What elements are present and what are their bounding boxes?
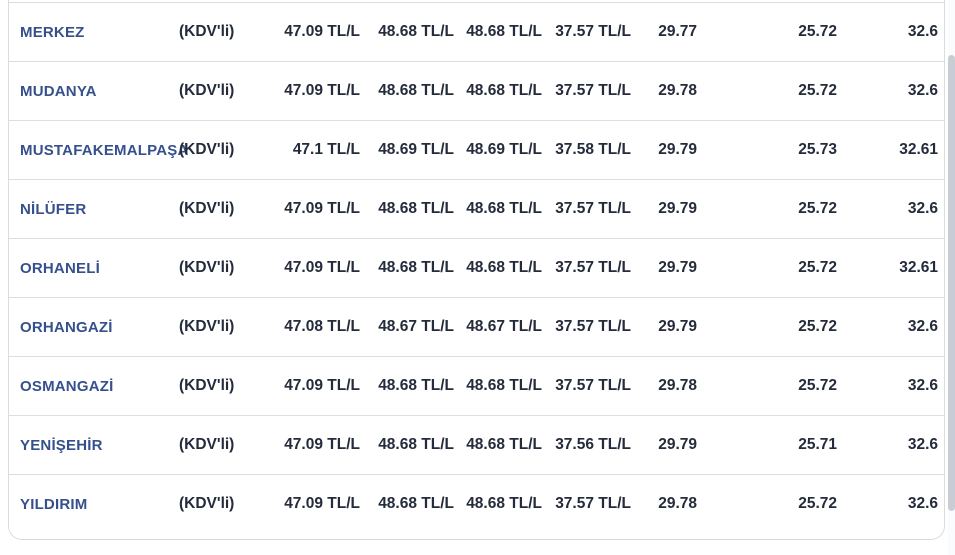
price-value: 48.68 TL/L — [378, 495, 454, 512]
price-value: 25.72 — [798, 200, 837, 217]
price-value: 32.6 — [907, 377, 938, 394]
district-link[interactable]: OSMANGAZİ — [20, 377, 114, 395]
price-value: 48.68 TL/L — [378, 82, 454, 99]
table-row: YENİŞEHİR (KDV'li) 47.09 TL/L 48.68 TL/L… — [9, 415, 944, 474]
price-table-body: MERKEZ (KDV'li) 47.09 TL/L 48.68 TL/L 48… — [9, 2, 944, 533]
vat-label: (KDV'li) — [179, 82, 235, 99]
price-value: 48.69 TL/L — [466, 141, 542, 158]
vat-label: (KDV'li) — [179, 495, 235, 512]
vat-label: (KDV'li) — [179, 23, 235, 40]
price-value: 48.68 TL/L — [466, 377, 542, 394]
price-value: 25.72 — [798, 259, 837, 276]
vat-label: (KDV'li) — [179, 141, 235, 158]
vertical-scrollbar-thumb[interactable] — [948, 55, 955, 511]
price-value: 32.6 — [907, 436, 938, 453]
price-value: 25.72 — [798, 495, 837, 512]
table-row: MUSTAFAKEMALPAŞA (KDV'li) 47.1 TL/L 48.6… — [9, 120, 944, 179]
price-value: 48.69 TL/L — [378, 141, 454, 158]
vat-label: (KDV'li) — [179, 259, 235, 276]
price-value: 32.61 — [899, 259, 938, 276]
district-link[interactable]: ORHANGAZİ — [20, 318, 113, 336]
price-value: 37.57 TL/L — [555, 495, 631, 512]
price-value: 25.73 — [798, 141, 837, 158]
vat-label: (KDV'li) — [179, 200, 235, 217]
table-row: MUDANYA (KDV'li) 47.09 TL/L 48.68 TL/L 4… — [9, 61, 944, 120]
price-value: 47.09 TL/L — [284, 23, 360, 40]
district-link[interactable]: YILDIRIM — [20, 495, 88, 513]
table-row: YILDIRIM (KDV'li) 47.09 TL/L 48.68 TL/L … — [9, 474, 944, 533]
price-value: 29.79 — [658, 259, 697, 276]
price-value: 37.57 TL/L — [555, 200, 631, 217]
price-value: 25.72 — [798, 23, 837, 40]
price-value: 25.72 — [798, 82, 837, 99]
price-value: 32.61 — [899, 141, 938, 158]
price-value: 32.6 — [907, 200, 938, 217]
price-value: 47.09 TL/L — [284, 495, 360, 512]
price-value: 29.77 — [658, 23, 697, 40]
price-value: 29.79 — [658, 318, 697, 335]
vat-label: (KDV'li) — [179, 377, 235, 394]
district-link[interactable]: MUSTAFAKEMALPAŞA — [20, 141, 189, 159]
table-row: ORHANGAZİ (KDV'li) 47.08 TL/L 48.67 TL/L… — [9, 297, 944, 356]
vat-label: (KDV'li) — [179, 318, 235, 335]
district-link[interactable]: ORHANELİ — [20, 259, 100, 277]
price-value: 32.6 — [907, 318, 938, 335]
price-value: 48.68 TL/L — [466, 23, 542, 40]
price-value: 48.68 TL/L — [466, 82, 542, 99]
price-value: 32.6 — [907, 82, 938, 99]
price-value: 37.57 TL/L — [555, 23, 631, 40]
price-value: 48.68 TL/L — [378, 23, 454, 40]
price-value: 48.68 TL/L — [466, 495, 542, 512]
price-value: 25.72 — [798, 377, 837, 394]
price-value: 29.79 — [658, 436, 697, 453]
price-value: 48.68 TL/L — [378, 436, 454, 453]
price-value: 37.57 TL/L — [555, 318, 631, 335]
district-link[interactable]: MERKEZ — [20, 23, 85, 41]
table-row: ORHANELİ (KDV'li) 47.09 TL/L 48.68 TL/L … — [9, 238, 944, 297]
district-link[interactable]: YENİŞEHİR — [20, 436, 103, 454]
price-value: 37.57 TL/L — [555, 377, 631, 394]
price-value: 37.58 TL/L — [555, 141, 631, 158]
price-value: 47.09 TL/L — [284, 82, 360, 99]
price-value: 32.6 — [907, 495, 938, 512]
price-value: 47.1 TL/L — [292, 141, 360, 158]
district-link[interactable]: NİLÜFER — [20, 200, 87, 218]
table-row: MERKEZ (KDV'li) 47.09 TL/L 48.68 TL/L 48… — [9, 2, 944, 61]
price-value: 29.78 — [658, 377, 697, 394]
price-value: 48.67 TL/L — [378, 318, 454, 335]
price-value: 48.68 TL/L — [466, 200, 542, 217]
price-value: 48.68 TL/L — [466, 259, 542, 276]
price-value: 48.68 TL/L — [466, 436, 542, 453]
price-value: 37.57 TL/L — [555, 259, 631, 276]
price-value: 25.71 — [798, 436, 837, 453]
table-row: OSMANGAZİ (KDV'li) 47.09 TL/L 48.68 TL/L… — [9, 356, 944, 415]
price-value: 47.09 TL/L — [284, 436, 360, 453]
price-value: 29.79 — [658, 141, 697, 158]
price-value: 48.68 TL/L — [378, 377, 454, 394]
table-row: NİLÜFER (KDV'li) 47.09 TL/L 48.68 TL/L 4… — [9, 179, 944, 238]
price-value: 48.68 TL/L — [378, 200, 454, 217]
price-value: 47.09 TL/L — [284, 200, 360, 217]
vertical-scrollbar-track[interactable] — [948, 0, 955, 555]
price-value: 29.78 — [658, 82, 697, 99]
price-value: 48.67 TL/L — [466, 318, 542, 335]
district-link[interactable]: MUDANYA — [20, 82, 97, 100]
fuel-price-table: MERKEZ (KDV'li) 47.09 TL/L 48.68 TL/L 48… — [8, 0, 945, 540]
vat-label: (KDV'li) — [179, 436, 235, 453]
price-value: 37.56 TL/L — [555, 436, 631, 453]
price-value: 29.79 — [658, 200, 697, 217]
price-value: 25.72 — [798, 318, 837, 335]
price-value: 32.6 — [907, 23, 938, 40]
price-value: 37.57 TL/L — [555, 82, 631, 99]
price-value: 47.09 TL/L — [284, 377, 360, 394]
price-value: 48.68 TL/L — [378, 259, 454, 276]
price-value: 47.09 TL/L — [284, 259, 360, 276]
price-value: 29.78 — [658, 495, 697, 512]
cropped-row-above — [9, 0, 944, 2]
price-value: 47.08 TL/L — [284, 318, 360, 335]
